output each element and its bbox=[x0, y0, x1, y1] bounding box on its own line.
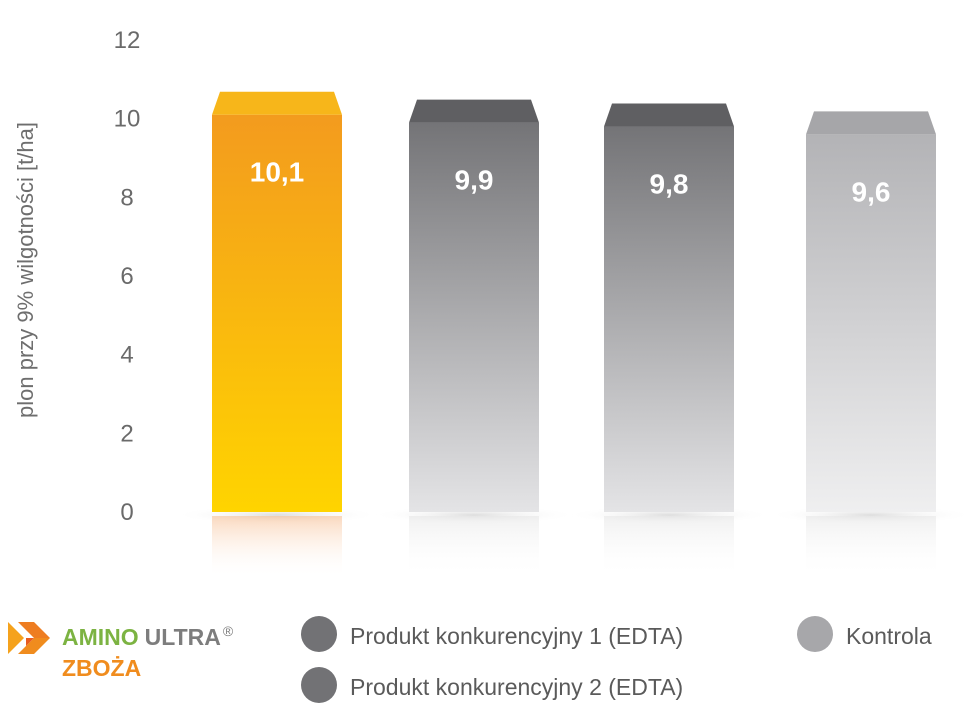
brand-word-ultra: ULTRA bbox=[145, 624, 221, 650]
bar-cap bbox=[806, 111, 936, 135]
bar bbox=[212, 114, 342, 512]
bar-cap bbox=[409, 99, 539, 123]
brand-logo: AMINO ULTRA ® ZBOŻA bbox=[8, 622, 234, 681]
bar-cap bbox=[604, 103, 734, 127]
bars: 10,1 9,9 9,8 9,6 bbox=[212, 91, 936, 513]
bar-reflection bbox=[604, 516, 734, 578]
bar bbox=[604, 126, 734, 513]
brand-word-zboza: ZBOŻA bbox=[62, 655, 141, 681]
legend: AMINO ULTRA ® ZBOŻA Produkt konkurencyjny … bbox=[8, 616, 932, 703]
y-tick-label: 2 bbox=[120, 420, 133, 447]
y-tick-label: 0 bbox=[120, 499, 133, 526]
bar-reflection bbox=[212, 516, 342, 578]
bar bbox=[409, 122, 539, 512]
bar-value-label: 10,1 bbox=[250, 157, 305, 188]
bar-cap bbox=[212, 91, 342, 115]
bar-reflection bbox=[806, 516, 936, 578]
brand-registered: ® bbox=[223, 623, 234, 639]
bar-value-label: 9,8 bbox=[650, 169, 689, 200]
y-tick-label: 8 bbox=[120, 184, 133, 211]
y-tick-label: 4 bbox=[120, 342, 133, 369]
legend-item-competitor-2: Produkt konkurencyjny 2 (EDTA) bbox=[301, 667, 683, 703]
legend-item-control: Kontrola bbox=[797, 616, 932, 652]
bar bbox=[806, 134, 936, 512]
y-tick-label: 6 bbox=[120, 263, 133, 290]
legend-label-competitor-1: Produkt konkurencyjny 1 (EDTA) bbox=[350, 623, 683, 649]
brand-word-amino: AMINO bbox=[62, 624, 139, 650]
bar-shadows bbox=[174, 506, 974, 578]
y-axis-ticks: 0 2 4 6 8 10 12 bbox=[114, 27, 141, 526]
legend-swatch-competitor-1 bbox=[301, 616, 337, 652]
bar-reflection bbox=[409, 516, 539, 578]
legend-swatch-competitor-2 bbox=[301, 667, 337, 703]
y-tick-label: 12 bbox=[114, 27, 141, 54]
y-axis-label: plon przy 9% wilgotności [t/ha] bbox=[13, 122, 38, 418]
bar-value-label: 9,6 bbox=[852, 176, 891, 207]
bar-value-label: 9,9 bbox=[455, 165, 494, 196]
brand-logo-icon bbox=[8, 622, 50, 654]
legend-item-competitor-1: Produkt konkurencyjny 1 (EDTA) bbox=[301, 616, 683, 652]
legend-label-competitor-2: Produkt konkurencyjny 2 (EDTA) bbox=[350, 674, 683, 700]
legend-swatch-control bbox=[797, 616, 833, 652]
legend-label-control: Kontrola bbox=[846, 623, 932, 649]
y-tick-label: 10 bbox=[114, 106, 141, 133]
